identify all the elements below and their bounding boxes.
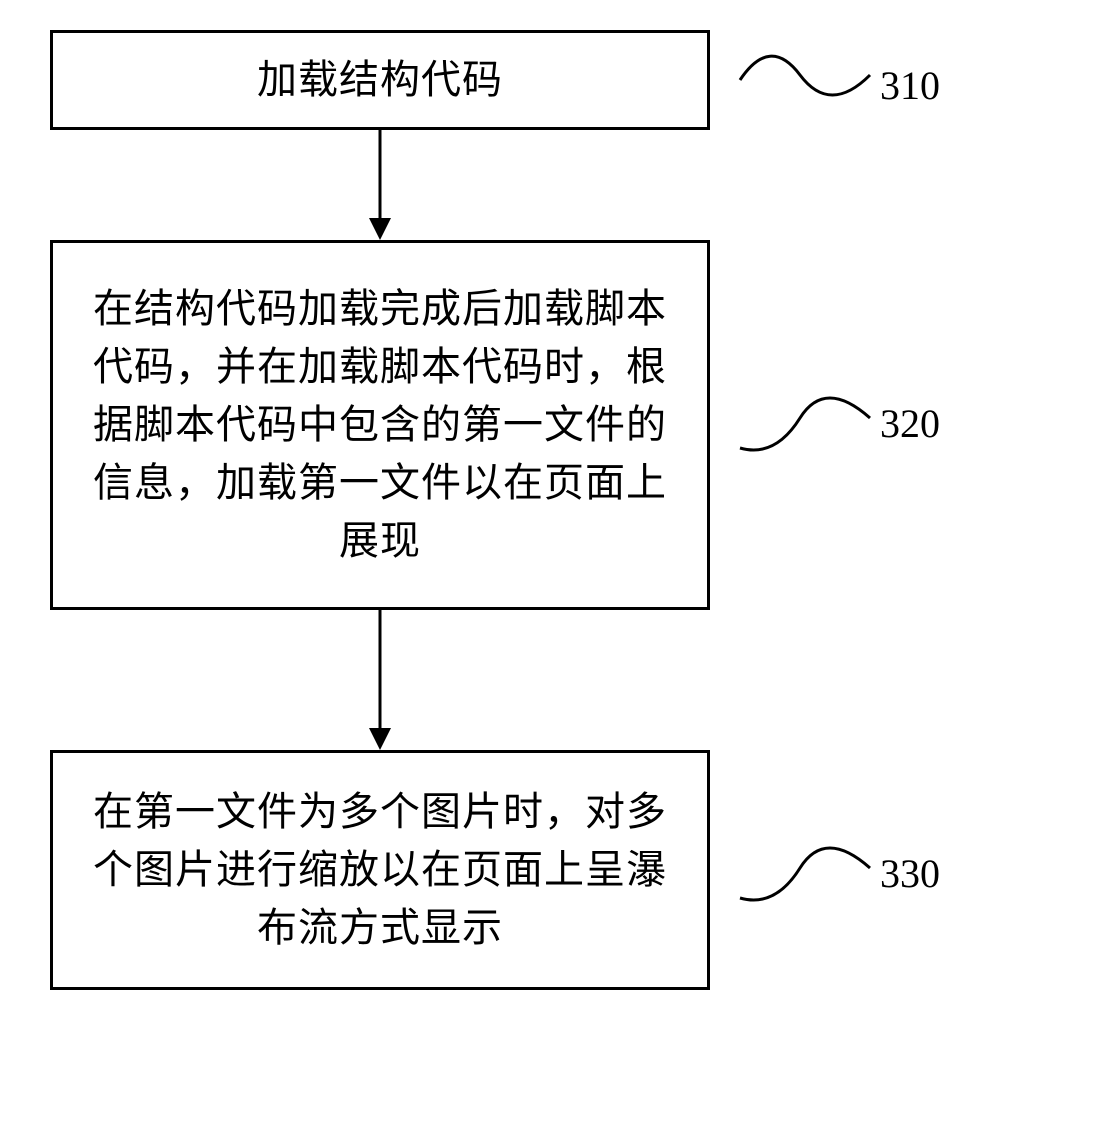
label-connector-320 xyxy=(740,388,880,458)
node-label-310: 310 xyxy=(880,62,940,109)
node-label-320: 320 xyxy=(880,400,940,447)
edge-arrow-1 xyxy=(365,130,395,240)
node-text: 加载结构代码 xyxy=(257,51,503,109)
node-label-330: 330 xyxy=(880,850,940,897)
edge-arrow-2 xyxy=(365,610,395,750)
node-text: 在结构代码加载完成后加载脚本代码，并在加载脚本代码时，根据脚本代码中包含的第一文… xyxy=(73,280,687,570)
flow-node-310: 加载结构代码 xyxy=(50,30,710,130)
label-connector-310 xyxy=(740,50,880,110)
flow-node-330: 在第一文件为多个图片时，对多个图片进行缩放以在页面上呈瀑布流方式显示 xyxy=(50,750,710,990)
node-text: 在第一文件为多个图片时，对多个图片进行缩放以在页面上呈瀑布流方式显示 xyxy=(73,783,687,957)
flow-node-320: 在结构代码加载完成后加载脚本代码，并在加载脚本代码时，根据脚本代码中包含的第一文… xyxy=(50,240,710,610)
label-connector-330 xyxy=(740,838,880,908)
